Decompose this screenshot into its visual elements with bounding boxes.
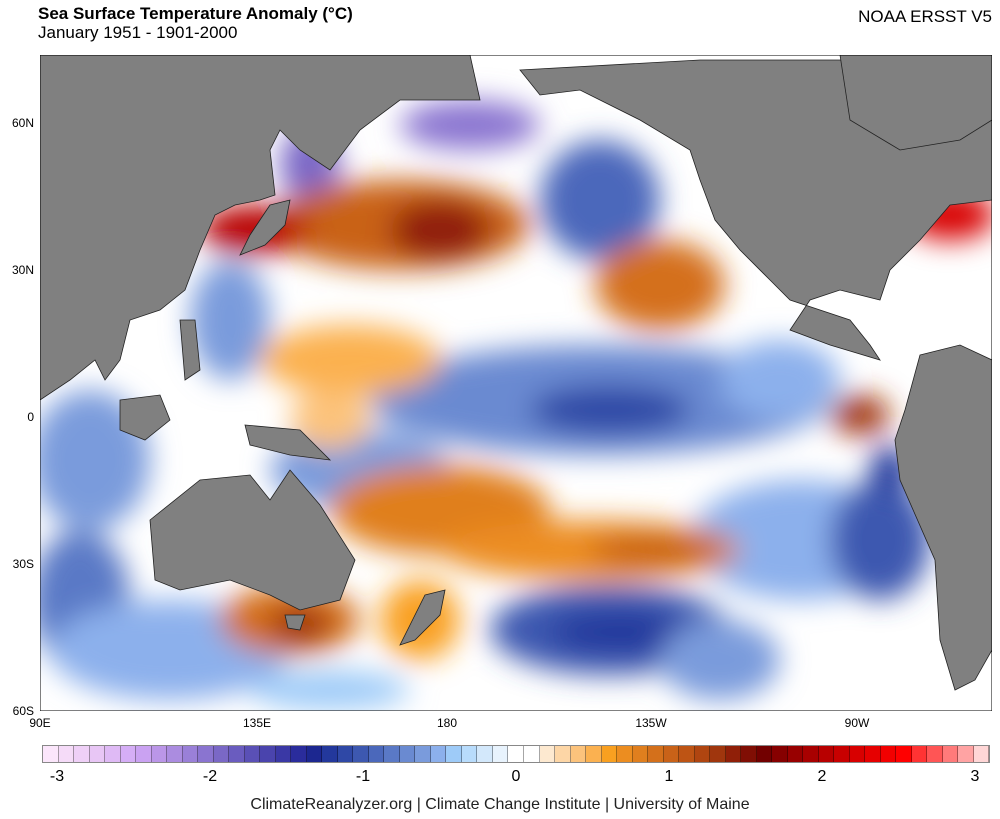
colorbar-swatch: [151, 746, 168, 762]
colorbar-swatch: [803, 746, 819, 762]
colorbar-swatch: [896, 746, 912, 762]
colorbar-swatch: [772, 746, 788, 762]
colorbar-swatch: [167, 746, 183, 762]
colorbar-swatch: [213, 746, 230, 762]
colorbar-swatch: [430, 746, 447, 762]
colorbar-swatch: [927, 746, 943, 762]
colorbar-tick: 3: [970, 768, 980, 785]
colorbar-swatch: [555, 746, 571, 762]
colorbar-swatch: [415, 746, 431, 762]
colorbar-swatch: [43, 746, 59, 762]
colorbar-swatch: [632, 746, 649, 762]
colorbar-swatch: [865, 746, 881, 762]
colorbar-swatch: [679, 746, 695, 762]
colorbar-swatch: [306, 746, 323, 762]
colorbar-swatch: [399, 746, 416, 762]
colorbar-swatch: [617, 746, 633, 762]
japan-land: [239, 199, 291, 256]
colorbar-tick: -2: [202, 768, 218, 785]
colorbar-swatch: [756, 746, 773, 762]
colorbar-swatch: [694, 746, 711, 762]
colorbar-swatch: [880, 746, 897, 762]
colorbar-swatch: [322, 746, 338, 762]
colorbar-swatch: [787, 746, 804, 762]
lat-label-30n: 30N: [11, 263, 34, 277]
lat-label-30s: 30S: [12, 557, 34, 571]
map-title: Sea Surface Temperature Anomaly (°C): [38, 4, 353, 23]
colorbar-swatch: [136, 746, 152, 762]
colorbar-tick: -3: [49, 768, 65, 785]
colorbar-swatch: [229, 746, 245, 762]
colorbar-swatch: [570, 746, 587, 762]
philippines-land: [179, 319, 201, 381]
colorbar-swatch: [291, 746, 307, 762]
colorbar-swatch: [384, 746, 400, 762]
lat-label-60n: 60N: [11, 116, 34, 130]
colorbar-swatch: [523, 746, 540, 762]
anomaly-field: [40, 100, 992, 710]
colorbar-swatch: [818, 746, 835, 762]
colorbar-swatch: [74, 746, 90, 762]
colorbar-swatch: [337, 746, 354, 762]
colorbar-swatch: [648, 746, 664, 762]
map-subtitle: January 1951 - 1901-2000: [38, 23, 238, 42]
colorbar-swatch: [973, 746, 990, 762]
colorbar-swatch: [353, 746, 369, 762]
colorbar-swatch: [508, 746, 524, 762]
colorbar-swatch: [89, 746, 106, 762]
colorbar-swatch: [58, 746, 75, 762]
colorbar-swatch: [446, 746, 462, 762]
new-guinea-land: [244, 424, 332, 461]
credit-footer: ClimateReanalyzer.org | Climate Change I…: [250, 796, 750, 813]
new-zealand-land: [399, 589, 446, 646]
colorbar-swatch: [198, 746, 214, 762]
colorbar-swatch: [710, 746, 726, 762]
lat-label-0: 0: [27, 410, 34, 424]
borneo-land: [119, 394, 171, 441]
colorbar-swatch: [260, 746, 276, 762]
colorbar-swatch: [663, 746, 680, 762]
colorbar-swatch: [275, 746, 292, 762]
colorbar-tick: 0: [511, 768, 521, 785]
colorbar-swatch: [492, 746, 509, 762]
colorbar-swatch: [461, 746, 478, 762]
colorbar-swatch: [725, 746, 742, 762]
lon-label-90w: 90W: [844, 716, 870, 730]
lat-label-60s: 60S: [12, 704, 34, 718]
colorbar-swatch: [942, 746, 959, 762]
dataset-label: NOAA ERSST V5: [858, 7, 992, 26]
colorbar-tick: -1: [355, 768, 371, 785]
colorbar-swatch: [368, 746, 385, 762]
colorbar-swatch: [182, 746, 199, 762]
north-america-land: [519, 59, 992, 361]
colorbar-swatch: [958, 746, 974, 762]
lon-label-90e: 90E: [29, 716, 51, 730]
colorbar-swatch: [911, 746, 928, 762]
colorbar-swatch: [477, 746, 493, 762]
south-america-land: [894, 344, 992, 691]
greenland-land: [839, 55, 992, 151]
colorbar-swatch: [244, 746, 261, 762]
colorbar-swatch: [601, 746, 618, 762]
colorbar-swatch: [834, 746, 850, 762]
australia-land: [149, 469, 356, 611]
colorbar-swatch: [849, 746, 866, 762]
land-masses: [40, 55, 992, 691]
colorbar-swatch: [539, 746, 556, 762]
tasmania-land: [284, 614, 306, 631]
lon-label-135w: 135W: [635, 716, 667, 730]
colorbar-tick: 2: [817, 768, 827, 785]
colorbar-swatch: [741, 746, 757, 762]
colorbar-tick: 1: [664, 768, 674, 785]
colorbar: [42, 745, 990, 763]
colorbar-swatch: [586, 746, 602, 762]
lon-label-180: 180: [436, 716, 458, 730]
colorbar-swatch: [105, 746, 121, 762]
colorbar-swatch: [120, 746, 137, 762]
asia-land: [40, 55, 481, 401]
lon-label-135e: 135E: [242, 716, 272, 730]
